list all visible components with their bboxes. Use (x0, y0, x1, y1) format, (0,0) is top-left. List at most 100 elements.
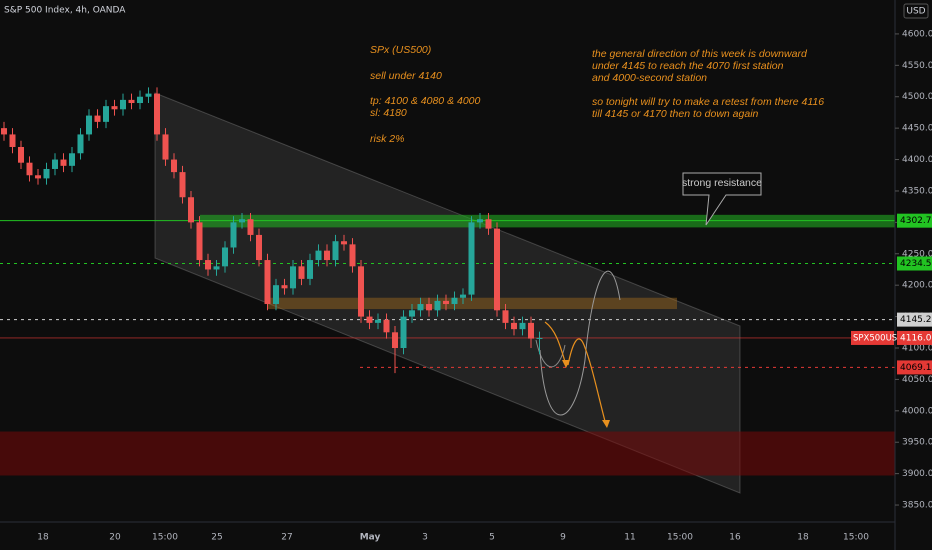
candle-body (69, 153, 75, 166)
candle-body (417, 304, 424, 311)
candle-body (324, 250, 330, 261)
annotation: sl: 4180 (370, 107, 407, 119)
y-tick-label: 4100.0 (902, 344, 932, 354)
candle-body (26, 162, 33, 176)
x-tick-label: 15:00 (152, 533, 178, 543)
candle-body (196, 222, 203, 261)
candle-body (307, 260, 313, 279)
candle-body (120, 99, 126, 110)
candle-body (222, 247, 228, 267)
candle-body (451, 297, 458, 305)
candle-body (290, 266, 296, 289)
x-tick-label: 16 (729, 533, 741, 543)
candle-body (18, 146, 24, 163)
x-tick-label: 18 (797, 533, 809, 543)
candle-body (205, 260, 211, 270)
candle-body (213, 266, 220, 270)
candle-body (519, 322, 526, 330)
annotation: tp: 4100 & 4080 & 4000 (370, 95, 481, 107)
x-tick-label: 5 (489, 533, 495, 543)
annotation: and 4000-second station (592, 72, 707, 84)
candle-body (375, 319, 381, 323)
last-price-name-box (851, 330, 894, 345)
candle-body (171, 159, 177, 173)
x-tick-label: 18 (37, 533, 49, 543)
candle-body (281, 285, 288, 289)
path-arrow (535, 339, 566, 368)
candle-body (60, 159, 67, 166)
y-tick-label: 4400.0 (902, 155, 932, 165)
candle-body (485, 219, 492, 229)
candle-body (332, 241, 339, 261)
y-tick-label: 4200.0 (902, 281, 932, 291)
candle-body (188, 197, 194, 223)
y-tick-label: 4350.0 (902, 186, 932, 196)
candle-body (247, 219, 254, 235)
price-label-box (897, 360, 932, 375)
annotation: under 4145 to reach the 4070 first stati… (592, 60, 784, 72)
x-tick-label: 11 (624, 533, 635, 543)
candle-body (128, 99, 135, 104)
y-tick-label: 4250.0 (902, 249, 932, 259)
candle-body (264, 260, 271, 305)
x-tick-label: 20 (109, 533, 121, 543)
candle-body (511, 322, 517, 330)
annotation: sell under 4140 (370, 70, 442, 82)
price-label: 4302.7 (900, 216, 932, 226)
candle-body (341, 241, 347, 245)
candle-body (256, 234, 262, 261)
x-tick-label: 15:00 (667, 533, 693, 543)
candle-body (111, 106, 118, 110)
candle-body (434, 300, 441, 311)
candle-body (86, 115, 92, 135)
annotation: SPx (US500) (370, 44, 431, 56)
candle-body (9, 134, 16, 147)
price-label: 4234.5 (900, 259, 932, 269)
x-tick-label: May (360, 533, 381, 543)
candle-body (1, 128, 7, 135)
currency-box (903, 3, 929, 19)
candle-body (154, 93, 160, 135)
candle-body (35, 175, 41, 179)
candle-body (94, 115, 101, 122)
annotation: so tonight will try to make a retest fro… (592, 96, 824, 108)
currency: USD (906, 7, 925, 17)
candle-body (137, 96, 143, 104)
candle-body (468, 222, 475, 295)
candle-body (43, 168, 50, 179)
y-tick-label: 4050.0 (902, 375, 932, 385)
candle-body (536, 337, 543, 339)
candle-body (426, 304, 432, 311)
y-tick-label: 3850.0 (902, 501, 932, 511)
candle-body (494, 228, 500, 311)
candle-body (315, 250, 322, 261)
candle-body (273, 285, 279, 305)
candle-body (77, 134, 84, 154)
y-tick-label: 4550.0 (902, 61, 932, 71)
y-tick-label: 4000.0 (902, 406, 932, 416)
candle-body (239, 219, 245, 223)
annotation: till 4145 or 4170 then to down again (592, 108, 759, 120)
x-tick-label: 27 (281, 533, 292, 543)
candle-body (298, 266, 305, 279)
candle-body (383, 319, 390, 333)
y-tick-label: 3950.0 (902, 438, 932, 448)
candle-body (179, 172, 186, 198)
callout-box (682, 172, 762, 226)
price-label-box (897, 213, 932, 228)
last-price-name: SPX500USD (853, 333, 904, 343)
arrow-head (602, 420, 610, 428)
candle-body (392, 332, 398, 348)
channel (154, 92, 741, 494)
candle-body (477, 219, 483, 223)
y-tick-label: 4450.0 (902, 124, 932, 134)
last-price-box (897, 330, 932, 345)
annotation: the general direction of this week is do… (592, 48, 808, 60)
arrow-head (562, 360, 570, 368)
candle-body (400, 316, 407, 348)
callout-text: strong resistance (682, 177, 762, 189)
path-arrow (567, 338, 607, 426)
zone (268, 297, 677, 310)
price-label: 4069.1 (900, 363, 932, 373)
